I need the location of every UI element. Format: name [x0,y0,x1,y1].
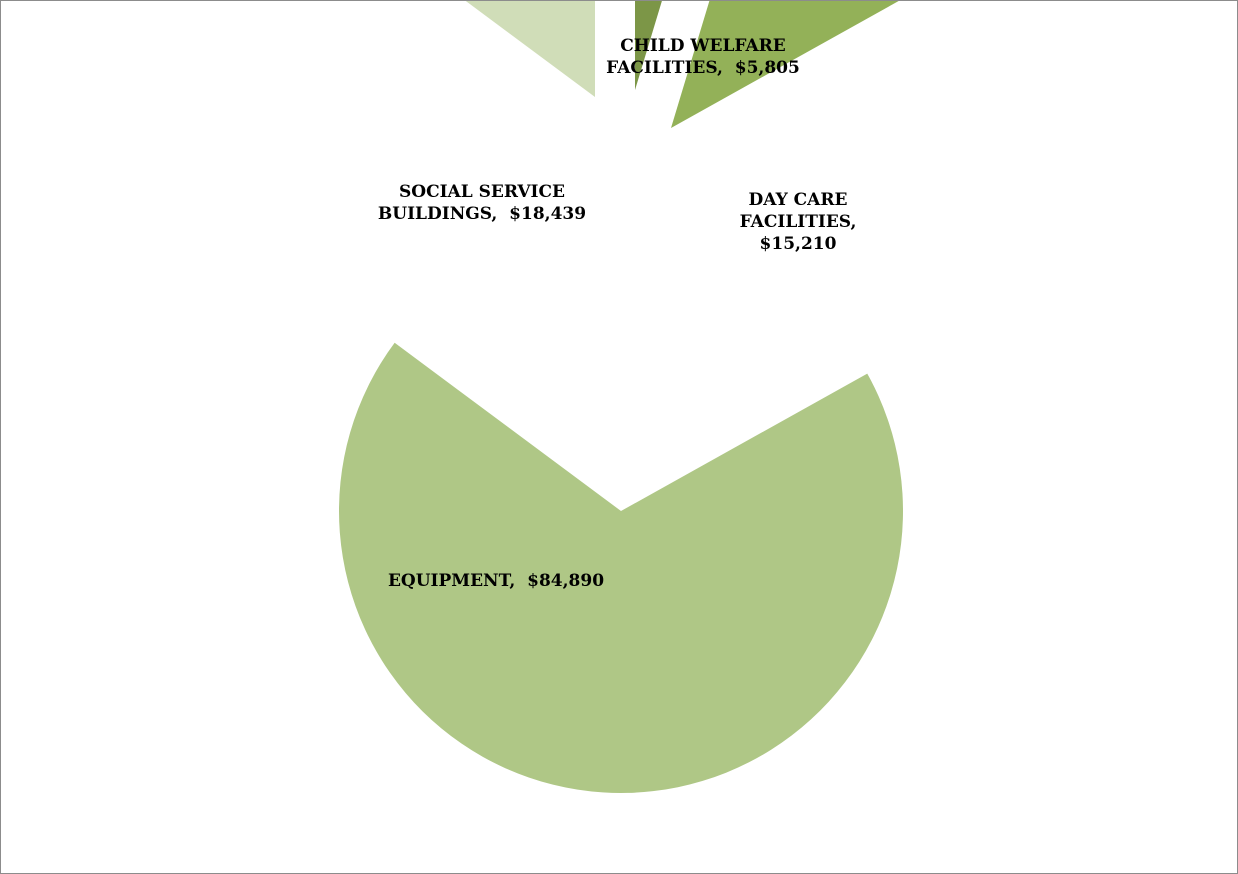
slice-label-line: FACILITIES, $5,805 [606,58,800,78]
pie-slice-equipment [338,342,903,793]
slice-label-line: $15,210 [760,234,837,254]
slices-layer [338,1,903,793]
slice-label-line: CHILD WELFARE [620,36,786,56]
pie-slice-social-service-buildings [465,1,595,97]
slice-label-day-care-facilities: DAY CARE FACILITIES, $15,210 [740,190,857,254]
slice-label-line: SOCIAL SERVICE [399,182,565,202]
slice-label-line: FACILITIES, [740,212,857,232]
slice-label-line: DAY CARE [749,190,848,210]
slice-label-line: EQUIPMENT, $84,890 [388,571,604,591]
pie-slice-day-care-facilities [671,1,899,128]
slice-label-child-welfare-facilities: CHILD WELFARE FACILITIES, $5,805 [606,36,800,78]
slice-label-social-service-buildings: SOCIAL SERVICE BUILDINGS, $18,439 [378,182,586,224]
pie-slice-child-welfare-facilities [635,1,662,90]
slice-label-equipment: EQUIPMENT, $84,890 [388,571,604,591]
slice-label-line: BUILDINGS, $18,439 [378,204,586,224]
